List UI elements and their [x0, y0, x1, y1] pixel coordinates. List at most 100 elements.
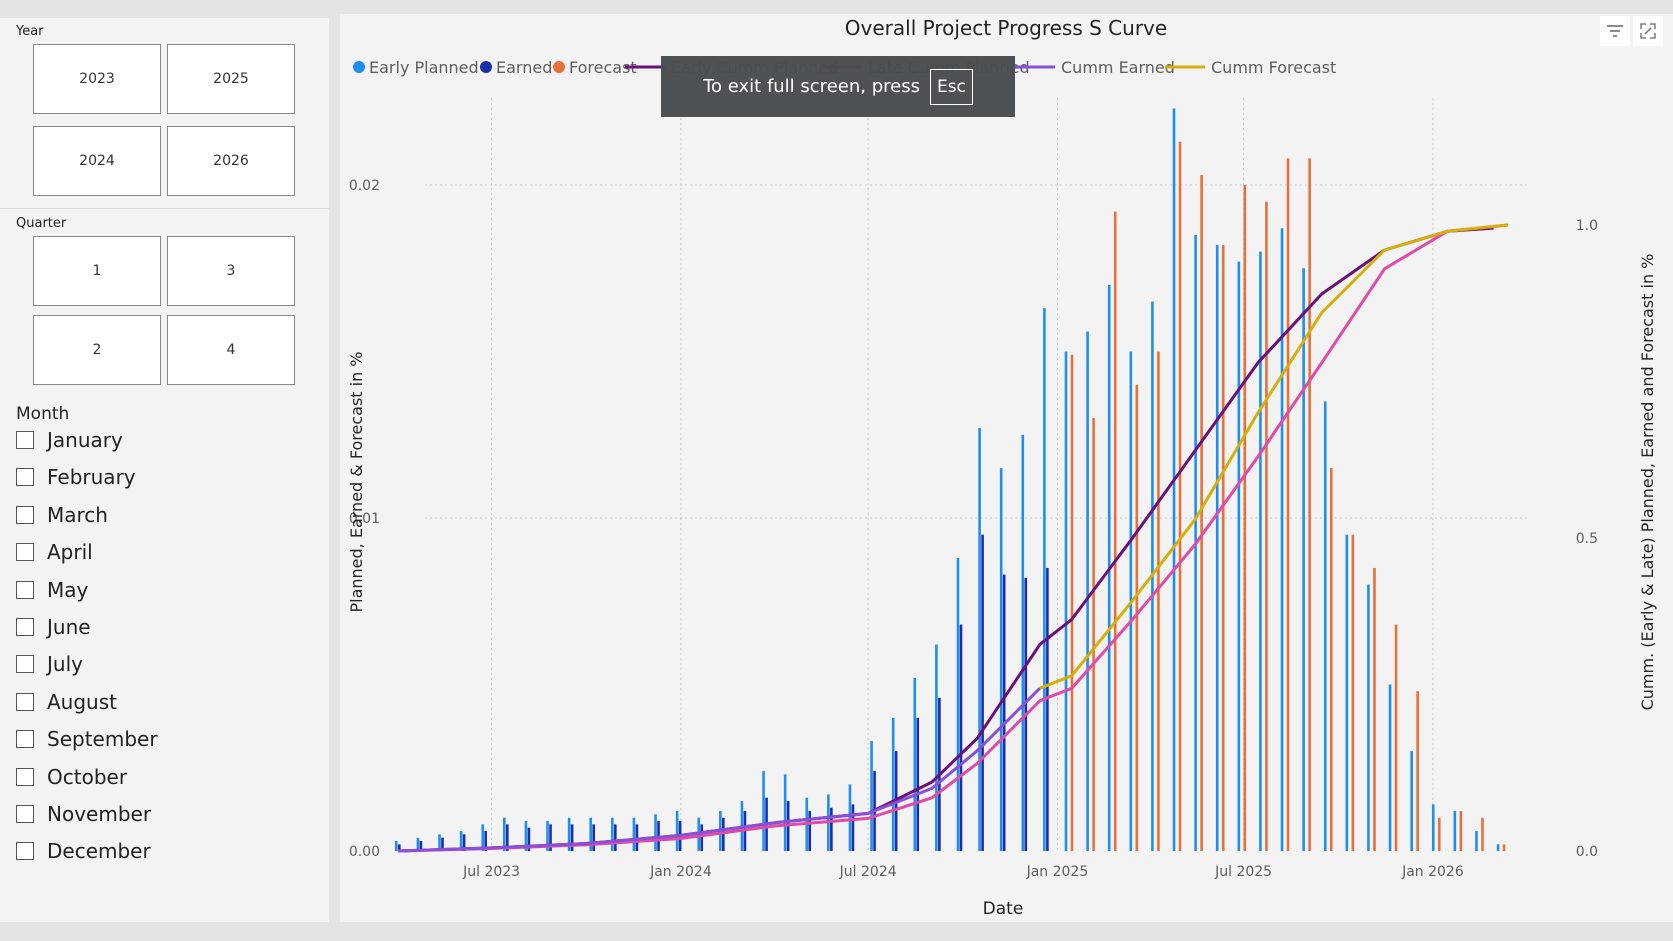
earned-bar[interactable]: [462, 834, 466, 851]
month-checkbox[interactable]: [16, 767, 34, 786]
early-planned-bar[interactable]: [1388, 684, 1392, 852]
year-tile-2025[interactable]: 2025: [167, 44, 295, 114]
forecast-bar[interactable]: [1351, 534, 1355, 851]
forecast-bar[interactable]: [1308, 158, 1311, 852]
earned-bar[interactable]: [570, 824, 574, 851]
month-checkbox[interactable]: [16, 431, 34, 449]
earned-bar[interactable]: [614, 824, 617, 851]
early-planned-bar[interactable]: [1302, 268, 1305, 851]
earned-bar[interactable]: [1046, 567, 1049, 851]
early-planned-bar[interactable]: [1064, 351, 1068, 852]
forecast-bar[interactable]: [1135, 384, 1139, 851]
earned-bar[interactable]: [916, 717, 920, 851]
early-planned-bar[interactable]: [1043, 308, 1046, 852]
quarter-tile-3[interactable]: 3: [167, 236, 295, 306]
early-planned-bar[interactable]: [870, 741, 873, 851]
early-planned-bar[interactable]: [1496, 844, 1500, 851]
focus-mode-button[interactable]: [1633, 16, 1663, 46]
early-planned-bar[interactable]: [395, 841, 398, 851]
legend-item[interactable]: Cumm Forecast: [1165, 58, 1336, 77]
quarter-tile-2[interactable]: 2: [33, 315, 161, 385]
early-planned-bar[interactable]: [481, 824, 485, 851]
early-planned-bar[interactable]: [956, 557, 960, 851]
month-option-january[interactable]: January: [16, 425, 123, 455]
earned-bar[interactable]: [419, 841, 423, 851]
forecast-bar[interactable]: [1394, 624, 1398, 851]
early-planned-bar[interactable]: [1345, 534, 1349, 851]
month-option-august[interactable]: August: [16, 687, 117, 717]
month-option-november[interactable]: November: [16, 799, 151, 829]
forecast-bar[interactable]: [1092, 418, 1095, 851]
earned-bar[interactable]: [1002, 574, 1006, 851]
early-planned-bar[interactable]: [1431, 804, 1435, 851]
month-checkbox[interactable]: [16, 580, 34, 599]
forecast-bar[interactable]: [1178, 141, 1182, 852]
early-planned-bar[interactable]: [611, 817, 614, 851]
early-planned-bar[interactable]: [1215, 244, 1219, 851]
earned-bar[interactable]: [830, 807, 833, 851]
legend-item[interactable]: Cumm Earned: [1015, 58, 1175, 77]
legend-item[interactable]: Forecast: [553, 58, 637, 77]
earned-bar[interactable]: [700, 824, 704, 851]
earned-bar[interactable]: [592, 824, 596, 851]
month-checkbox[interactable]: [16, 805, 34, 823]
forecast-bar[interactable]: [1329, 468, 1333, 851]
early-planned-bar[interactable]: [1323, 401, 1327, 851]
earned-bar[interactable]: [506, 824, 509, 851]
forecast-bar[interactable]: [1437, 817, 1441, 851]
early-planned-bar[interactable]: [632, 817, 636, 851]
month-checkbox[interactable]: [16, 468, 34, 487]
early-planned-bar[interactable]: [1367, 584, 1370, 851]
month-option-october[interactable]: October: [16, 762, 127, 792]
quarter-tile-4[interactable]: 4: [167, 315, 295, 385]
forecast-bar[interactable]: [1373, 567, 1376, 851]
month-checkbox[interactable]: [16, 730, 34, 749]
series-line-cumm-earned[interactable]: [397, 687, 1041, 853]
month-option-september[interactable]: September: [16, 724, 158, 754]
earned-bar[interactable]: [981, 534, 984, 851]
early-planned-bar[interactable]: [1021, 434, 1025, 851]
earned-bar[interactable]: [851, 804, 855, 851]
forecast-bar[interactable]: [1481, 817, 1484, 851]
early-planned-bar[interactable]: [675, 811, 679, 851]
early-planned-bar[interactable]: [546, 821, 549, 851]
legend-item[interactable]: Early Planned: [353, 58, 479, 77]
early-planned-bar[interactable]: [459, 831, 463, 851]
early-planned-bar[interactable]: [1237, 261, 1241, 852]
forecast-bar[interactable]: [1265, 201, 1268, 851]
series-line-early-cumm-planned[interactable]: [397, 226, 1494, 853]
month-checkbox[interactable]: [16, 618, 34, 636]
early-planned-bar[interactable]: [1259, 251, 1262, 852]
month-checkbox[interactable]: [16, 505, 34, 524]
legend-item[interactable]: Earned: [480, 58, 552, 77]
forecast-bar[interactable]: [1502, 844, 1506, 851]
earned-bar[interactable]: [959, 624, 963, 851]
earned-bar[interactable]: [549, 824, 552, 851]
early-planned-bar[interactable]: [503, 817, 506, 851]
year-tile-2024[interactable]: 2024: [33, 126, 161, 196]
early-planned-bar[interactable]: [438, 834, 441, 851]
early-planned-bar[interactable]: [978, 428, 981, 851]
early-planned-bar[interactable]: [1475, 831, 1478, 851]
forecast-bar[interactable]: [1416, 691, 1419, 851]
forecast-bar[interactable]: [1200, 175, 1203, 851]
year-tile-2023[interactable]: 2023: [33, 44, 161, 114]
earned-bar[interactable]: [527, 827, 531, 851]
filter-button[interactable]: [1600, 16, 1630, 46]
early-planned-bar[interactable]: [848, 784, 852, 851]
forecast-bar[interactable]: [1113, 211, 1117, 851]
month-option-february[interactable]: February: [16, 462, 136, 492]
early-planned-bar[interactable]: [654, 814, 657, 851]
earned-bar[interactable]: [484, 831, 488, 851]
earned-bar[interactable]: [722, 817, 725, 851]
month-checkbox[interactable]: [16, 655, 34, 674]
series-line-cumm-forecast[interactable]: [1039, 223, 1509, 690]
early-planned-bar[interactable]: [1086, 331, 1089, 851]
quarter-tile-1[interactable]: 1: [33, 236, 161, 306]
year-tile-2026[interactable]: 2026: [167, 126, 295, 196]
month-option-april[interactable]: April: [16, 537, 93, 567]
earned-bar[interactable]: [398, 844, 401, 851]
early-planned-bar[interactable]: [589, 817, 593, 851]
early-planned-bar[interactable]: [999, 468, 1003, 851]
month-option-march[interactable]: March: [16, 500, 108, 530]
